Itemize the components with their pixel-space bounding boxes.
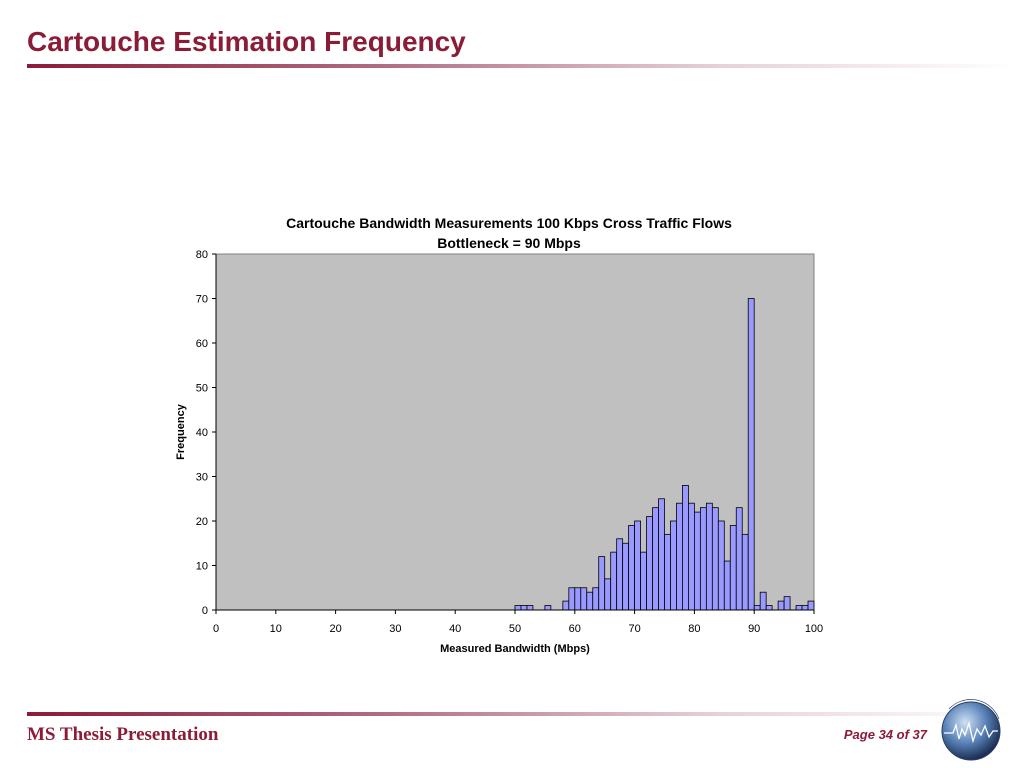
histogram-bar	[646, 516, 653, 611]
slide-title: Cartouche Estimation Frequency	[27, 26, 466, 57]
histogram-bar	[592, 587, 600, 611]
histogram-bar	[801, 605, 809, 611]
x-tick-label: 0	[213, 623, 219, 635]
histogram-bar	[682, 484, 689, 611]
histogram-bar	[670, 520, 677, 611]
histogram-bar	[717, 520, 725, 611]
x-axis-label: Measured Bandwidth (Mbps)	[440, 643, 590, 655]
footer-presentation-title: MS Thesis Presentation	[27, 724, 219, 745]
histogram-bar	[562, 600, 570, 611]
page-number: Page 34 of 37	[843, 727, 927, 742]
histogram-bar	[807, 600, 815, 611]
histogram-bar	[580, 587, 588, 611]
y-tick-group: 0 10 20 30 40 50 60 70 80	[196, 249, 216, 617]
histogram-bar	[747, 298, 755, 611]
histogram-bar	[699, 507, 707, 611]
histogram-bar	[705, 502, 713, 611]
histogram-bar	[610, 551, 618, 611]
histogram-bar	[568, 587, 576, 611]
chart-title: Cartouche Bandwidth Measurements 100 Kbp…	[286, 215, 732, 231]
x-tick-label: 100	[805, 623, 823, 635]
x-tick-label: 50	[509, 623, 521, 635]
histogram-bar	[741, 533, 749, 611]
histogram-bar	[795, 605, 803, 611]
histogram-bar	[664, 533, 671, 611]
histogram-bar	[634, 520, 641, 611]
x-tick-label: 70	[628, 623, 640, 635]
y-tick-label: 80	[196, 249, 208, 261]
histogram-bar	[652, 507, 659, 611]
histogram-bar	[694, 511, 701, 611]
y-tick-label: 70	[196, 294, 208, 306]
histogram-bar	[688, 502, 695, 611]
title-divider	[27, 64, 1017, 68]
bar-group	[514, 298, 815, 611]
x-tick-label: 60	[569, 623, 581, 635]
y-axis-label: Frequency	[175, 403, 187, 460]
histogram-bar	[616, 538, 624, 611]
histogram-bar	[640, 551, 647, 611]
histogram-bar	[723, 560, 731, 611]
x-tick-label: 20	[329, 623, 341, 635]
histogram-bar	[586, 591, 594, 611]
histogram-bar	[622, 542, 630, 611]
histogram-bar	[526, 605, 534, 611]
histogram-bar	[711, 507, 719, 611]
histogram-bar	[735, 507, 743, 611]
institute-logo-icon	[941, 699, 1001, 761]
x-tick-label: 90	[748, 623, 760, 635]
x-tick-label: 40	[449, 623, 461, 635]
histogram-bar	[658, 498, 665, 611]
y-tick-label: 60	[196, 338, 208, 350]
histogram-bar	[520, 605, 528, 611]
histogram-bar	[765, 605, 773, 611]
y-tick-label: 20	[196, 516, 208, 528]
histogram-bar	[598, 556, 606, 611]
x-tick-label: 10	[270, 623, 282, 635]
footer-divider	[27, 712, 1017, 716]
y-tick-label: 40	[196, 427, 208, 439]
histogram-bar	[753, 605, 761, 611]
histogram-bar	[759, 591, 767, 611]
x-tick-label: 80	[688, 623, 700, 635]
histogram-bar	[574, 587, 582, 611]
histogram-bar	[676, 502, 683, 611]
y-tick-label: 10	[196, 561, 208, 573]
histogram-bar	[544, 605, 552, 611]
y-tick-label: 50	[196, 383, 208, 395]
y-tick-label: 30	[196, 472, 208, 484]
x-tick-label: 30	[389, 623, 401, 635]
histogram-bar	[514, 605, 522, 611]
y-tick-label: 0	[202, 605, 208, 617]
histogram-bar	[783, 596, 791, 611]
histogram-bar	[777, 600, 785, 611]
histogram-bar	[729, 525, 737, 611]
histogram-bar	[628, 525, 635, 611]
chart-subtitle: Bottleneck = 90 Mbps	[437, 235, 581, 251]
histogram-bar	[604, 578, 612, 611]
x-tick-group: 0 10 20 30 40 50 60 70 80 90 100	[213, 610, 823, 635]
